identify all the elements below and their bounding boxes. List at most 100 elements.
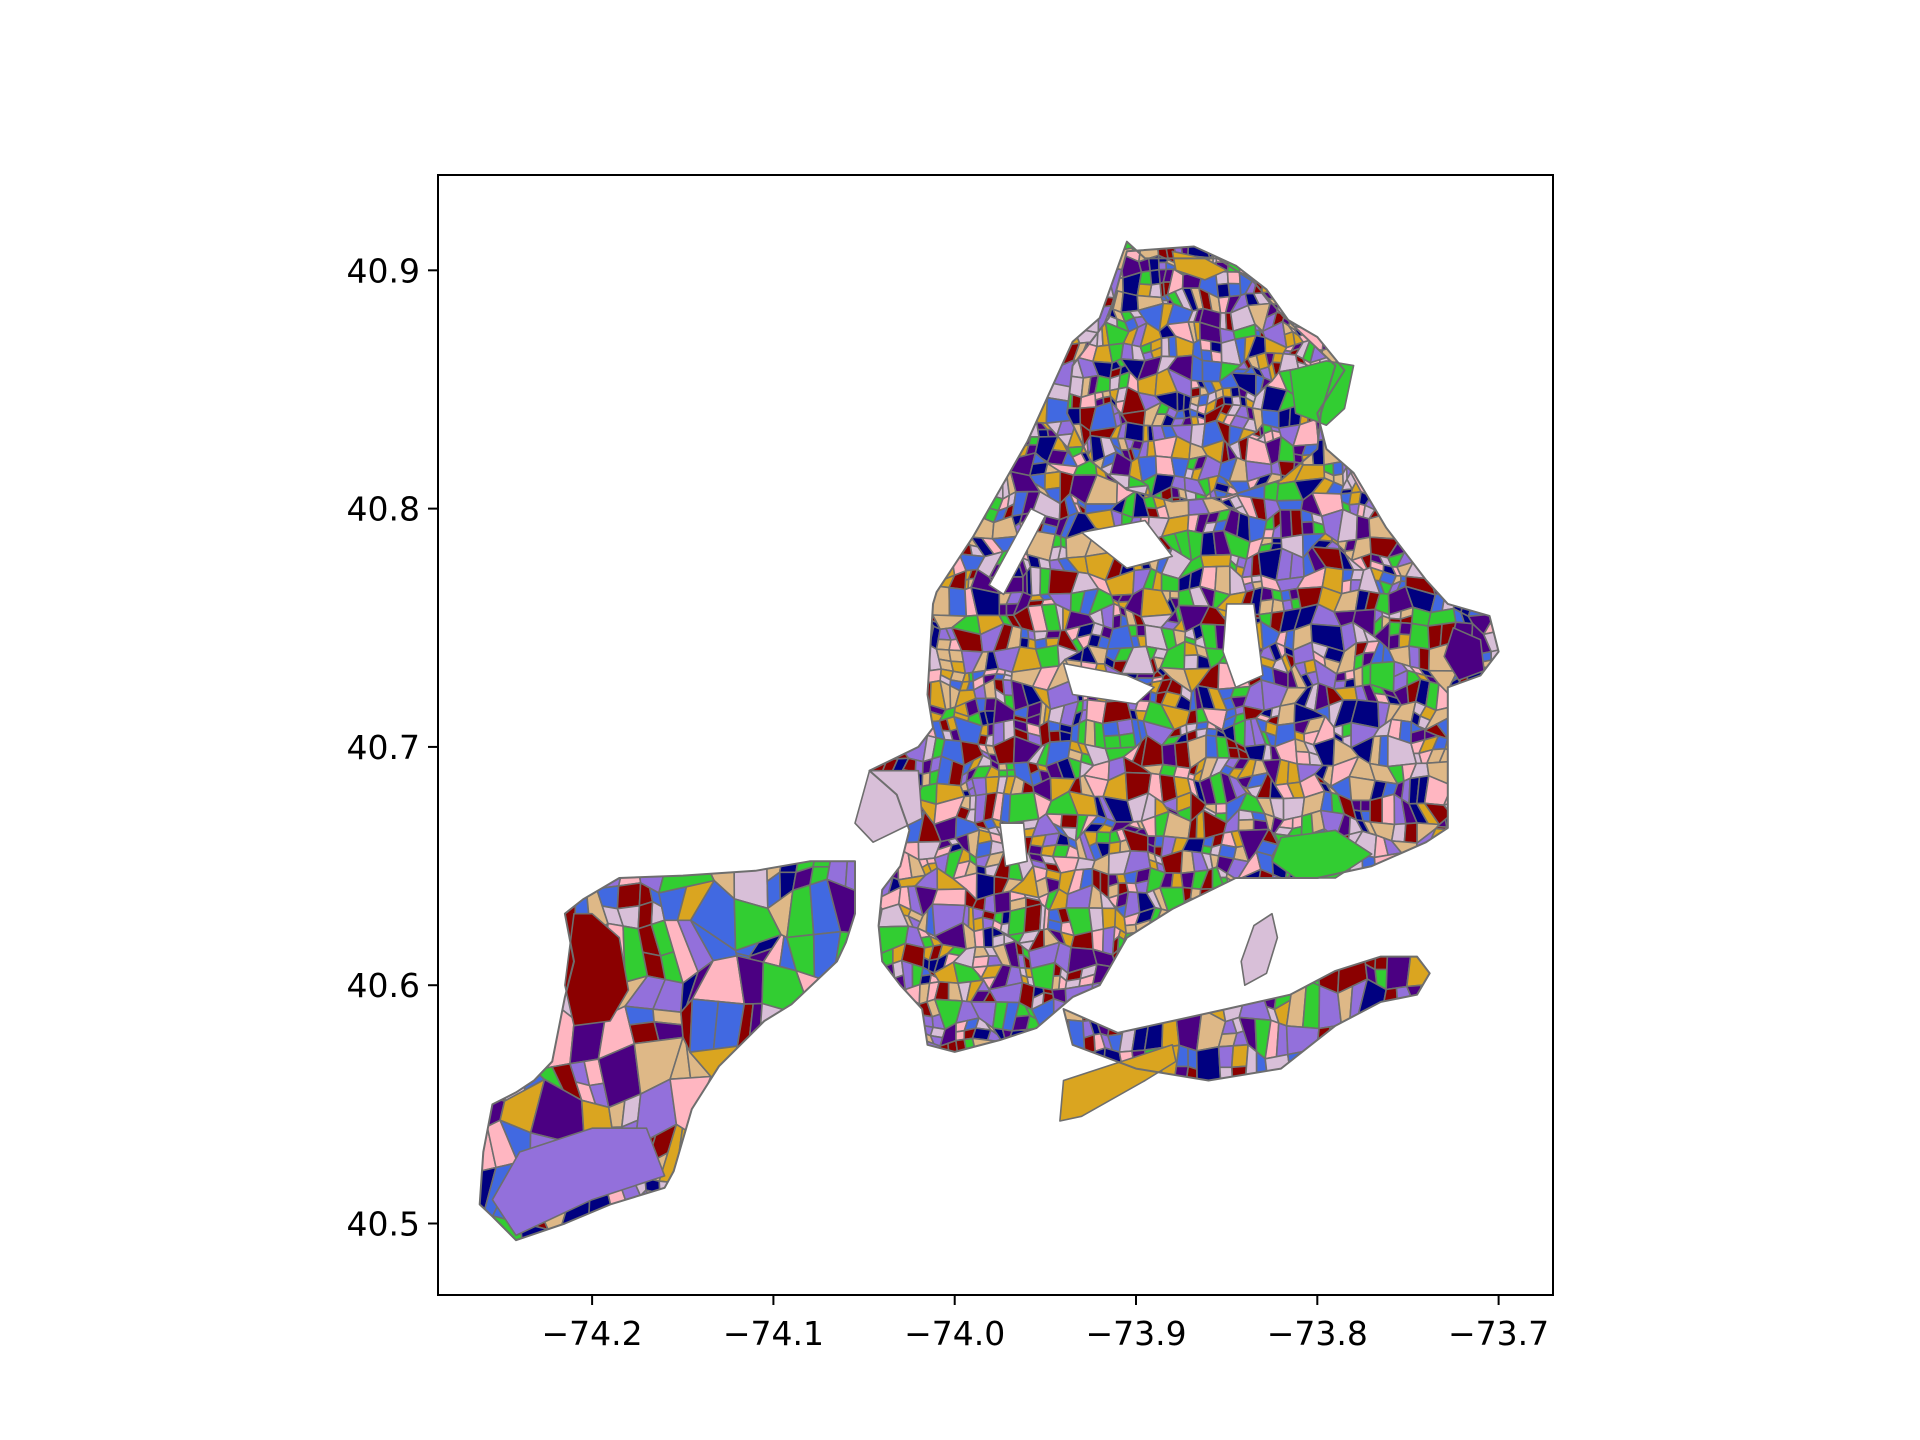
census-tract [869,306,884,330]
census-tract [975,418,1004,444]
census-tract [1444,466,1461,476]
census-tract [1315,262,1328,276]
census-tract [1442,333,1463,347]
census-tract [1088,992,1104,1008]
census-tract [872,647,890,659]
census-tract [1455,495,1472,510]
census-tract [1447,455,1461,470]
census-tract [995,1039,1017,1052]
census-tract [1101,907,1117,930]
census-tract [1208,923,1226,949]
census-tract [875,305,892,330]
census-tract [1482,765,1499,787]
census-tract [990,340,1013,368]
census-tract [877,513,895,540]
census-tract [757,1058,801,1100]
census-tract [912,622,928,635]
census-tract [1493,981,1499,997]
census-tract [1040,301,1050,337]
census-tract [1456,558,1473,571]
census-tract [723,1145,769,1163]
census-tract [1161,909,1191,937]
census-tract [904,268,919,291]
census-tract [1449,1048,1462,1052]
census-tract [1203,953,1219,966]
census-tract [1007,256,1026,274]
census-tract [1442,578,1457,593]
census-tract [1121,965,1139,983]
census-tract [1486,245,1499,274]
census-tract [1350,920,1365,936]
census-tract [1467,978,1491,1010]
census-tract [1471,909,1483,930]
census-tract [705,1140,730,1171]
census-tract [934,534,953,559]
census-tract [1217,917,1230,926]
census-tract [951,385,975,412]
census-tract [869,252,876,264]
census-tract [1467,437,1483,449]
census-tract [1468,241,1481,252]
census-tract [1121,956,1141,965]
census-tract [1103,734,1122,750]
census-tract [1368,323,1393,356]
census-tract [1345,289,1362,310]
census-tract [1279,246,1299,261]
census-tract [869,965,885,988]
census-tract [1467,539,1483,558]
census-tract [998,603,1008,617]
census-tract [1374,941,1387,954]
census-tract [1370,241,1399,262]
census-tract [1464,940,1486,971]
census-tract [919,539,936,555]
census-tract [887,514,900,539]
census-tract [1191,908,1206,926]
census-tract [871,441,884,456]
census-tract [1445,289,1467,317]
census-tract [948,586,968,618]
census-tract [1404,242,1419,258]
census-tract [993,890,1012,915]
census-tract [893,703,913,721]
census-tract [1156,241,1172,243]
census-tract [869,290,878,311]
census-tract [1466,678,1494,712]
census-tract [869,1051,875,1052]
census-tract [1448,716,1462,731]
census-tract [1067,269,1097,297]
census-tract [1135,960,1154,977]
census-tract [1459,241,1471,252]
census-tract [869,327,875,340]
census-tract [1060,269,1072,290]
census-tract [1347,1034,1360,1052]
census-tract [1329,298,1336,314]
census-tract [976,241,988,259]
census-tract [871,461,886,483]
census-tract [1048,729,1062,743]
census-tract [896,494,920,517]
census-tract [1459,425,1471,443]
large-tract-queens-east [1443,627,1485,681]
census-tract [1466,325,1496,347]
census-tract [1448,1036,1461,1051]
census-tract [1317,246,1330,264]
census-tract [931,584,951,617]
census-tract [1428,321,1458,349]
census-tract [1200,349,1213,363]
census-tract [883,348,898,375]
census-tract [1264,272,1284,288]
census-tract [820,1092,855,1141]
y-axis: 40.5 40.6 40.7 40.8 40.9 [347,251,438,1244]
census-tract [1334,264,1361,298]
census-tract [1371,887,1396,919]
census-tract [833,996,853,1026]
census-tract [1401,308,1411,321]
census-tract-layer [479,241,1499,1241]
census-tract [1363,439,1374,453]
census-tract [1312,886,1327,903]
census-tract [907,548,927,567]
census-tract [1490,529,1499,553]
census-tract [1226,270,1241,285]
census-tract [875,697,889,712]
census-tract [894,378,918,412]
